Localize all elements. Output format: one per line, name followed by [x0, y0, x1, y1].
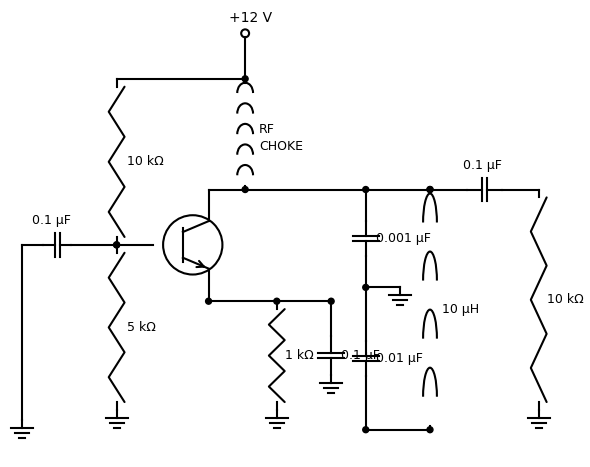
Circle shape [427, 186, 433, 192]
Circle shape [427, 427, 433, 433]
Circle shape [427, 186, 433, 192]
Text: 1 kΩ: 1 kΩ [285, 349, 313, 362]
Text: +12 V: +12 V [228, 11, 271, 25]
Text: 5 kΩ: 5 kΩ [126, 321, 155, 334]
Text: 10 kΩ: 10 kΩ [126, 156, 163, 168]
Circle shape [205, 298, 212, 304]
Text: 0.001 μF: 0.001 μF [376, 232, 431, 245]
Text: 0.01 μF: 0.01 μF [376, 352, 422, 365]
Circle shape [242, 186, 248, 192]
Text: 0.1 μF: 0.1 μF [341, 349, 380, 362]
Circle shape [274, 298, 280, 304]
Circle shape [363, 284, 369, 290]
Text: 10 kΩ: 10 kΩ [547, 293, 584, 306]
Text: 0.1 μF: 0.1 μF [32, 214, 71, 227]
Text: CHOKE: CHOKE [259, 140, 303, 153]
Circle shape [242, 76, 248, 82]
Circle shape [114, 242, 120, 248]
Circle shape [328, 298, 334, 304]
Text: RF: RF [259, 123, 275, 136]
Circle shape [363, 427, 369, 433]
Text: 0.1 μF: 0.1 μF [463, 159, 502, 172]
Circle shape [114, 242, 120, 248]
Circle shape [363, 186, 369, 192]
Text: 10 μH: 10 μH [442, 303, 479, 316]
